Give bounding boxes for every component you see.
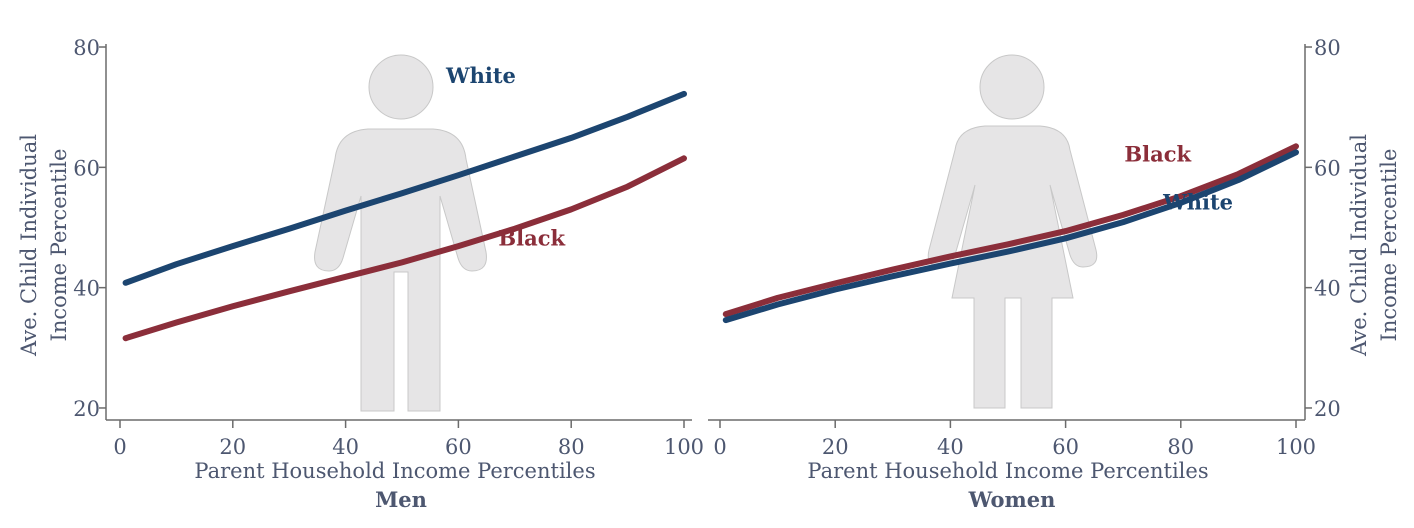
y-tick-label: 40 bbox=[1314, 277, 1341, 301]
x-tick-label: 0 bbox=[113, 435, 126, 459]
y-tick-label: 20 bbox=[1314, 397, 1341, 421]
x-tick-label: 40 bbox=[332, 435, 359, 459]
white-series-label: White bbox=[1162, 189, 1233, 214]
panel-men: 0 20 40 60 80 100 20 40 60 80 Ave. Child Individua… bbox=[17, 36, 704, 512]
panel-title: Men bbox=[375, 487, 427, 512]
y-tick-label: 60 bbox=[1314, 156, 1341, 180]
y-tick-label: 60 bbox=[73, 156, 100, 180]
x-tick-label: 60 bbox=[1052, 435, 1079, 459]
x-axis-label: Parent Household Income Percentiles bbox=[807, 459, 1208, 483]
y-axis-label: Income Percentile bbox=[1377, 149, 1401, 342]
white-series-label: White bbox=[445, 63, 516, 88]
panel-women: 0 20 40 60 80 100 20 40 60 80 Ave. Child Individua… bbox=[708, 36, 1401, 512]
panel-title: Women bbox=[968, 487, 1056, 512]
x-tick-label: 20 bbox=[219, 435, 246, 459]
x-tick-label: 100 bbox=[664, 435, 704, 459]
black-series-line bbox=[122, 155, 687, 342]
black-series-line bbox=[722, 143, 1299, 318]
y-tick-label: 80 bbox=[73, 36, 100, 60]
black-series-label: Black bbox=[1124, 141, 1191, 166]
x-tick-label: 0 bbox=[713, 435, 726, 459]
x-axis-label: Parent Household Income Percentiles bbox=[194, 459, 595, 483]
x-tick-label: 20 bbox=[822, 435, 849, 459]
x-tick-label: 40 bbox=[937, 435, 964, 459]
black-series-label: Black bbox=[498, 226, 565, 251]
y-tick-label: 80 bbox=[1314, 36, 1341, 60]
woman-icon bbox=[927, 54, 1098, 409]
y-axis-label: Income Percentile bbox=[47, 149, 71, 342]
x-tick-label: 80 bbox=[558, 435, 585, 459]
white-series-line bbox=[722, 149, 1299, 324]
y-axis-label: Ave. Child Individual bbox=[1347, 134, 1371, 357]
x-tick-label: 60 bbox=[445, 435, 472, 459]
y-axis-label: Ave. Child Individual bbox=[17, 134, 41, 357]
man-icon bbox=[314, 54, 487, 412]
x-tick-label: 100 bbox=[1276, 435, 1316, 459]
y-tick-label: 20 bbox=[73, 397, 100, 421]
white-series-line bbox=[122, 90, 687, 286]
x-tick-label: 80 bbox=[1167, 435, 1194, 459]
y-tick-label: 40 bbox=[73, 277, 100, 301]
